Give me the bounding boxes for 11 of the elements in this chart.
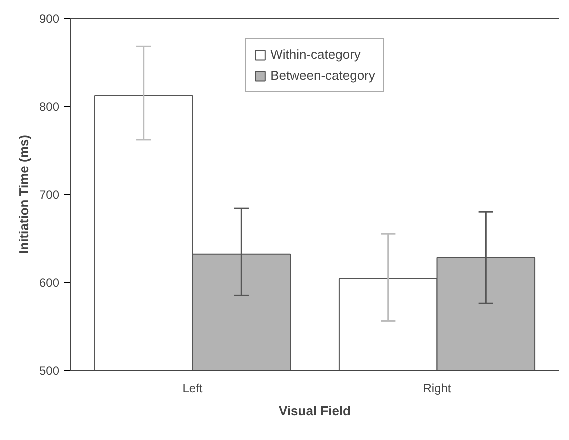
x-tick-label: Left [182, 382, 204, 396]
y-axis-title: Initiation Time (ms) [16, 135, 32, 254]
legend-label: Within-category [270, 47, 361, 62]
y-tick-label: 500 [39, 364, 60, 378]
y-tick-label: 600 [39, 276, 60, 290]
y-tick-label: 700 [39, 188, 60, 202]
y-tick-label: 900 [39, 12, 60, 26]
x-axis-title: Visual Field [278, 404, 352, 418]
x-tick-label: Right [423, 382, 452, 396]
y-tick-label: 800 [39, 100, 60, 114]
legend-label: Between-category [270, 68, 376, 83]
